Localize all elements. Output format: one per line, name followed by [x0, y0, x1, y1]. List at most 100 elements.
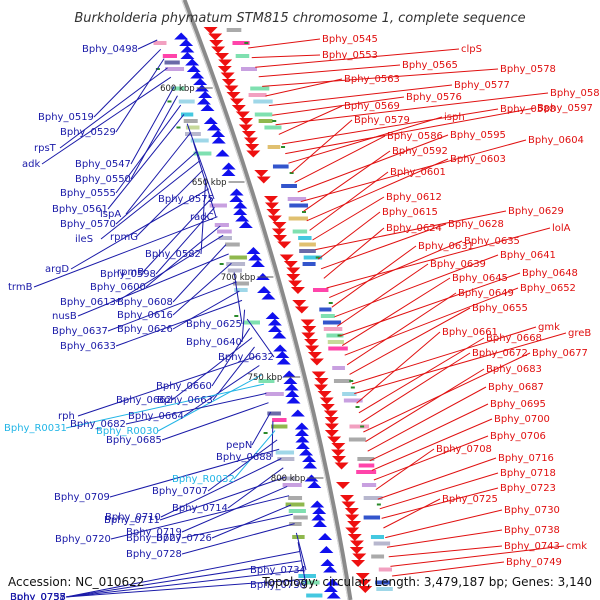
- left-gene-label[interactable]: rpmG: [110, 232, 138, 243]
- left-gene-label[interactable]: Bphy_0685: [106, 435, 162, 446]
- right-gene-label[interactable]: Bphy_0624: [386, 223, 442, 234]
- left-gene-label[interactable]: Bphy_0608: [117, 297, 173, 308]
- right-gene-label[interactable]: Bphy_0601: [390, 167, 446, 178]
- left-gene-label[interactable]: Bphy_R0031: [4, 423, 67, 434]
- left-gene-label[interactable]: Bphy_0626: [117, 324, 173, 335]
- right-gene-label[interactable]: Bphy_0725: [442, 494, 498, 505]
- left-gene-label[interactable]: Bphy_0632: [218, 352, 274, 363]
- right-gene-label[interactable]: Bphy_0569: [344, 101, 400, 112]
- right-gene-label[interactable]: Bphy_0700: [494, 414, 550, 425]
- left-gene-label[interactable]: Bphy_R0032: [172, 474, 235, 485]
- left-gene-label[interactable]: Bphy_0736: [250, 580, 306, 591]
- right-gene-label[interactable]: Bphy_0687: [488, 382, 544, 393]
- right-gene-label[interactable]: clpS: [461, 44, 482, 55]
- left-gene-label[interactable]: Bphy_0728: [126, 549, 182, 560]
- right-gene-label[interactable]: Bphy_0604: [528, 135, 584, 146]
- left-gene-label[interactable]: Bphy_0755: [10, 592, 66, 600]
- right-gene-label[interactable]: isph: [444, 112, 465, 123]
- left-gene-label[interactable]: Bphy_0737: [10, 592, 66, 600]
- left-gene-label[interactable]: argD: [45, 264, 69, 275]
- left-gene-label[interactable]: pepN: [226, 440, 252, 451]
- left-gene-label[interactable]: Bphy_0688: [216, 452, 272, 463]
- right-gene-label[interactable]: Bphy_0545: [322, 34, 378, 45]
- left-gene-label[interactable]: Bphy_R0030: [96, 426, 159, 437]
- right-gene-label[interactable]: Bphy_0645: [452, 273, 508, 284]
- right-gene-label[interactable]: Bphy_0749: [506, 557, 562, 568]
- right-gene-label[interactable]: gmk: [538, 322, 560, 333]
- right-gene-label[interactable]: Bphy_0648: [522, 268, 578, 279]
- right-gene-label[interactable]: Bphy_0730: [504, 505, 560, 516]
- left-gene-label[interactable]: Bphy_0613: [60, 297, 116, 308]
- right-gene-label[interactable]: Bphy_0553: [322, 50, 378, 61]
- left-gene-label[interactable]: Bphy_0570: [60, 219, 116, 230]
- right-gene-label[interactable]: Bphy_0677: [532, 348, 588, 359]
- left-gene-label[interactable]: Bphy_0727: [126, 533, 182, 544]
- left-gene-label[interactable]: rpsT: [34, 143, 57, 154]
- right-gene-label[interactable]: Bphy_0578: [500, 64, 556, 75]
- right-gene-label[interactable]: Bphy_0603: [450, 154, 506, 165]
- right-gene-label[interactable]: Bphy_0635: [464, 236, 520, 247]
- right-gene-label[interactable]: Bphy_0695: [490, 399, 546, 410]
- left-gene-label[interactable]: rpmB: [117, 267, 144, 278]
- right-gene-label[interactable]: Bphy_0672: [472, 348, 528, 359]
- right-gene-label[interactable]: Bphy_0588: [500, 104, 556, 115]
- right-gene-label[interactable]: Bphy_0708: [436, 444, 492, 455]
- left-gene-label[interactable]: Bphy_0547: [75, 159, 131, 170]
- right-gene-label[interactable]: Bphy_0563: [344, 74, 400, 85]
- left-gene-label[interactable]: ileS: [75, 234, 93, 245]
- right-gene-label[interactable]: Bphy_0615: [382, 207, 438, 218]
- left-gene-label[interactable]: Bphy_0707: [152, 486, 208, 497]
- right-gene-label[interactable]: Bphy_0592: [392, 146, 448, 157]
- left-gene-label[interactable]: nusB: [52, 311, 77, 322]
- left-gene-label[interactable]: Bphy_0519: [38, 112, 94, 123]
- right-gene-label[interactable]: Bphy_0743: [504, 541, 560, 552]
- left-gene-label[interactable]: lspA: [100, 209, 121, 220]
- left-gene-label[interactable]: Bphy_0758: [10, 592, 66, 600]
- right-gene-label[interactable]: Bphy_0576: [406, 92, 462, 103]
- left-gene-label[interactable]: Bphy_0582: [145, 249, 201, 260]
- right-gene-label[interactable]: Bphy_0631: [418, 241, 474, 252]
- right-gene-label[interactable]: Bphy_0579: [354, 115, 410, 126]
- right-gene-label[interactable]: Bphy_0577: [454, 80, 510, 91]
- left-gene-label[interactable]: trmB: [8, 282, 33, 293]
- right-gene-label[interactable]: Bphy_0639: [430, 259, 486, 270]
- left-gene-label[interactable]: Bphy_0714: [172, 503, 228, 514]
- left-gene-label[interactable]: Bphy_0663: [157, 395, 213, 406]
- right-gene-label[interactable]: Bphy_0629: [508, 206, 564, 217]
- right-gene-label[interactable]: lolA: [552, 223, 571, 234]
- left-gene-label[interactable]: Bphy_0710: [105, 512, 161, 523]
- left-gene-label[interactable]: Bphy_0637: [52, 326, 108, 337]
- left-gene-label[interactable]: Bphy_0598: [100, 269, 156, 280]
- left-gene-label[interactable]: Bphy_0529: [60, 127, 116, 138]
- right-gene-label[interactable]: Bphy_0565: [402, 60, 458, 71]
- right-gene-label[interactable]: greB: [568, 328, 591, 339]
- left-gene-label[interactable]: Bphy_0633: [60, 341, 116, 352]
- right-gene-label[interactable]: Bphy_0652: [520, 283, 576, 294]
- right-gene-label[interactable]: Bphy_0668: [486, 333, 542, 344]
- right-gene-label[interactable]: Bphy_0628: [448, 219, 504, 230]
- left-gene-label[interactable]: Bphy_0709: [54, 492, 110, 503]
- left-gene-label[interactable]: Bphy_0734: [250, 565, 306, 576]
- left-gene-label[interactable]: Bphy_0498: [82, 44, 138, 55]
- left-gene-label[interactable]: Bphy_0720: [55, 534, 111, 545]
- left-gene-label[interactable]: Bphy_0600: [90, 282, 146, 293]
- right-gene-label[interactable]: Bphy_0649: [458, 288, 514, 299]
- right-gene-label[interactable]: cmk: [566, 541, 587, 552]
- left-gene-label[interactable]: Bphy_0550: [75, 174, 131, 185]
- right-gene-label[interactable]: Bphy_0641: [500, 250, 556, 261]
- right-gene-label[interactable]: Bphy_0661: [442, 327, 498, 338]
- left-gene-label[interactable]: Bphy_0555: [60, 188, 116, 199]
- left-gene-label[interactable]: Bphy_0616: [117, 310, 173, 321]
- right-gene-label[interactable]: Bphy_0586: [387, 131, 443, 142]
- left-gene-label[interactable]: Bphy_0625: [186, 319, 242, 330]
- right-gene-label[interactable]: Bphy_0597: [537, 103, 593, 114]
- right-gene-label[interactable]: Bphy_0612: [386, 192, 442, 203]
- left-gene-label[interactable]: adk: [22, 159, 40, 170]
- right-gene-label[interactable]: Bphy_0595: [450, 130, 506, 141]
- right-gene-label[interactable]: Bphy_0723: [500, 483, 556, 494]
- right-gene-label[interactable]: Bphy_0683: [486, 364, 542, 375]
- right-gene-label[interactable]: Bphy_0589: [550, 88, 600, 99]
- right-gene-label[interactable]: Bphy_0706: [490, 431, 546, 442]
- left-gene-label[interactable]: Bphy_0662: [116, 395, 172, 406]
- left-gene-label[interactable]: Bphy_0640: [186, 337, 242, 348]
